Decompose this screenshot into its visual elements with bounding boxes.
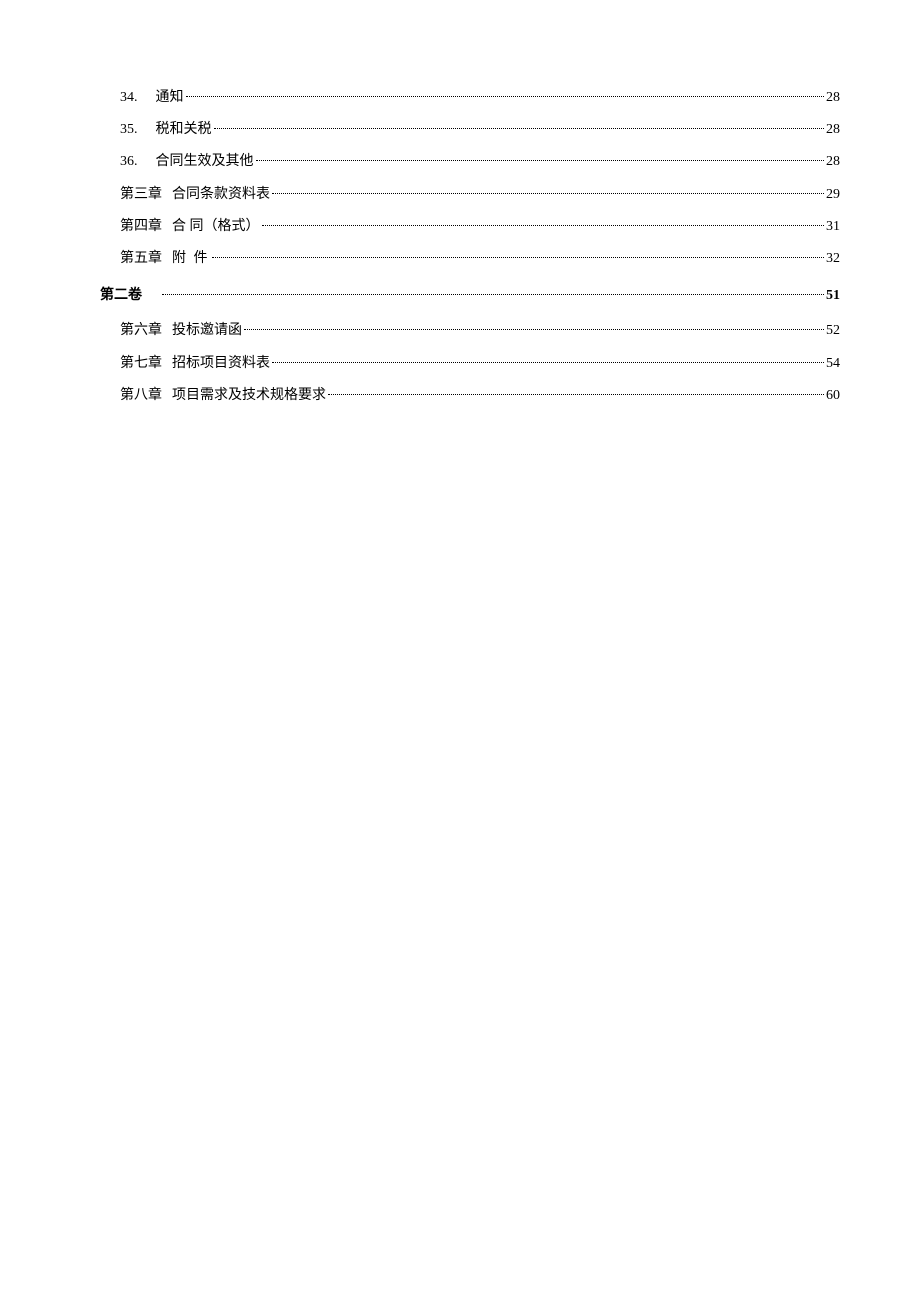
toc-number: 第五章 (120, 246, 162, 271)
toc-title: 投标邀请函 (172, 318, 242, 343)
toc-section-heading: 第二卷 51 (100, 283, 840, 308)
toc-entry: 第八章 项目需求及技术规格要求 60 (100, 383, 840, 408)
toc-title: 附 件 (172, 246, 210, 271)
toc-entry: 第三章 合同条款资料表 29 (100, 182, 840, 207)
toc-leader (212, 257, 825, 258)
toc-number: 第八章 (120, 383, 162, 408)
toc-leader (214, 128, 825, 129)
toc-leader (272, 362, 824, 363)
toc-entry: 36. 合同生效及其他 28 (100, 149, 840, 174)
toc-page: 29 (826, 182, 840, 207)
toc-entry: 第六章 投标邀请函 52 (100, 318, 840, 343)
toc-title: 合同条款资料表 (172, 182, 270, 207)
toc-number: 35. (120, 117, 138, 142)
toc-page: 52 (826, 318, 840, 343)
toc-entry: 第四章 合 同（格式） 31 (100, 214, 840, 239)
toc-entry: 35. 税和关税 28 (100, 117, 840, 142)
table-of-contents: 34. 通知 28 35. 税和关税 28 36. 合同生效及其他 28 第三章… (100, 85, 840, 408)
toc-title: 招标项目资料表 (172, 351, 270, 376)
toc-number: 36. (120, 149, 138, 174)
toc-page: 28 (826, 149, 840, 174)
toc-page: 32 (826, 246, 840, 271)
toc-leader (262, 225, 825, 226)
toc-page: 51 (826, 283, 840, 308)
toc-number: 第七章 (120, 351, 162, 376)
toc-page: 28 (826, 85, 840, 110)
toc-page: 54 (826, 351, 840, 376)
toc-leader (256, 160, 825, 161)
toc-number: 第六章 (120, 318, 162, 343)
toc-leader (244, 329, 824, 330)
toc-title: 项目需求及技术规格要求 (172, 383, 326, 408)
toc-title: 税和关税 (156, 117, 212, 142)
toc-leader (272, 193, 824, 194)
toc-page: 28 (826, 117, 840, 142)
toc-entry: 第五章 附 件 32 (100, 246, 840, 271)
toc-entry: 第七章 招标项目资料表 54 (100, 351, 840, 376)
toc-page: 60 (826, 383, 840, 408)
toc-title: 通知 (156, 85, 184, 110)
toc-number: 34. (120, 85, 138, 110)
toc-leader (328, 394, 824, 395)
toc-number: 第四章 (120, 214, 162, 239)
toc-entry: 34. 通知 28 (100, 85, 840, 110)
toc-leader (162, 294, 824, 295)
toc-leader (186, 96, 825, 97)
toc-title: 合 同（格式） (172, 214, 260, 239)
toc-title: 合同生效及其他 (156, 149, 254, 174)
toc-number: 第三章 (120, 182, 162, 207)
toc-page: 31 (826, 214, 840, 239)
toc-number: 第二卷 (100, 283, 142, 308)
